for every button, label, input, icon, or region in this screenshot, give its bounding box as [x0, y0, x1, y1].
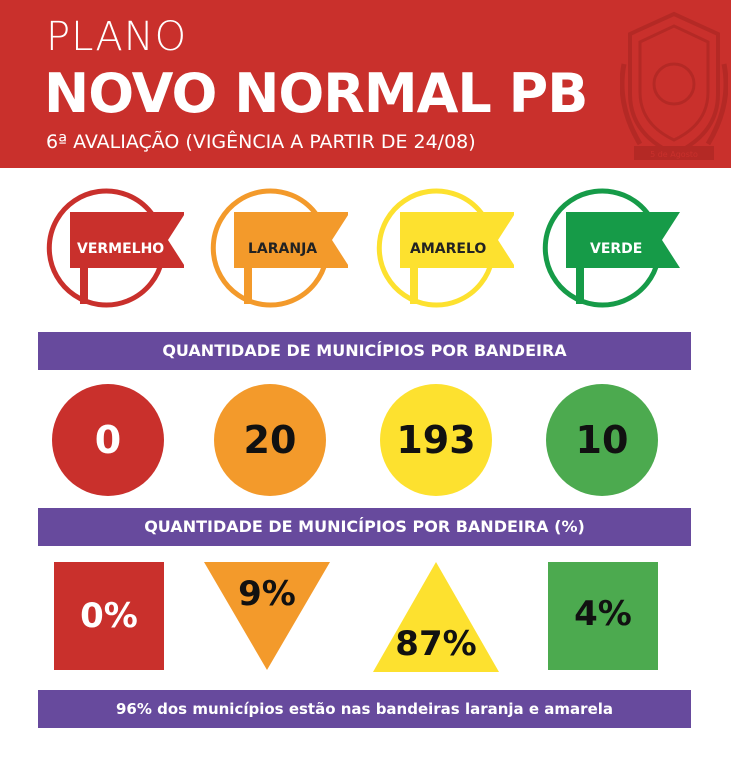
flag-verde: VERDE [540, 188, 680, 308]
flag-label-verde: VERDE [590, 241, 643, 257]
percent-amarelo-triangle [373, 562, 499, 672]
count-amarelo: 193 [380, 384, 492, 496]
header-banner: PLANO NOVO NORMAL PB 6ª AVALIAÇÃO (VIGÊN… [0, 0, 731, 168]
page-title: NOVO NORMAL PB [44, 62, 588, 125]
flag-ring [542, 188, 661, 308]
flag-laranja: LARANJA [208, 188, 348, 308]
flag-ring [210, 188, 329, 308]
flag-label-vermelho: VERMELHO [77, 241, 165, 257]
flag-laranja-icon [210, 188, 348, 308]
flag-amarelo: AMARELO [374, 188, 514, 308]
count-title-bar: QUANTIDADE DE MUNICÍPIOS POR BANDEIRA [38, 332, 691, 370]
flag-ring [46, 188, 165, 308]
percent-amarelo: 87% [395, 624, 477, 664]
percent-vermelho: 0% [80, 596, 138, 636]
percent-verde-square [548, 562, 658, 670]
percent-title-bar: QUANTIDADE DE MUNICÍPIOS POR BANDEIRA (%… [38, 508, 691, 546]
flag-ring [376, 188, 495, 308]
percent-laranja: 9% [238, 574, 296, 614]
seal-text: 5 de Agosto [650, 150, 698, 159]
flag-label-amarelo: AMARELO [410, 241, 487, 257]
summary-bar: 96% dos municípios estão nas bandeiras l… [38, 690, 691, 728]
flag-vermelho: VERMELHO [44, 188, 184, 308]
percent-vermelho-square [54, 562, 164, 670]
page-subtitle: 6ª AVALIAÇÃO (VIGÊNCIA A PARTIR DE 24/08… [46, 131, 476, 153]
flag-label-laranja: LARANJA [248, 241, 318, 257]
state-seal-icon: 5 de Agosto [620, 11, 728, 160]
plano-label: PLANO [46, 14, 188, 60]
percent-verde: 4% [574, 594, 632, 634]
flag-vermelho-icon [46, 188, 184, 308]
flag-amarelo-icon [376, 188, 514, 308]
count-verde: 10 [546, 384, 658, 496]
count-laranja: 20 [214, 384, 326, 496]
percent-laranja-triangle [204, 562, 330, 670]
count-vermelho: 0 [52, 384, 164, 496]
flag-verde-icon [542, 188, 680, 308]
